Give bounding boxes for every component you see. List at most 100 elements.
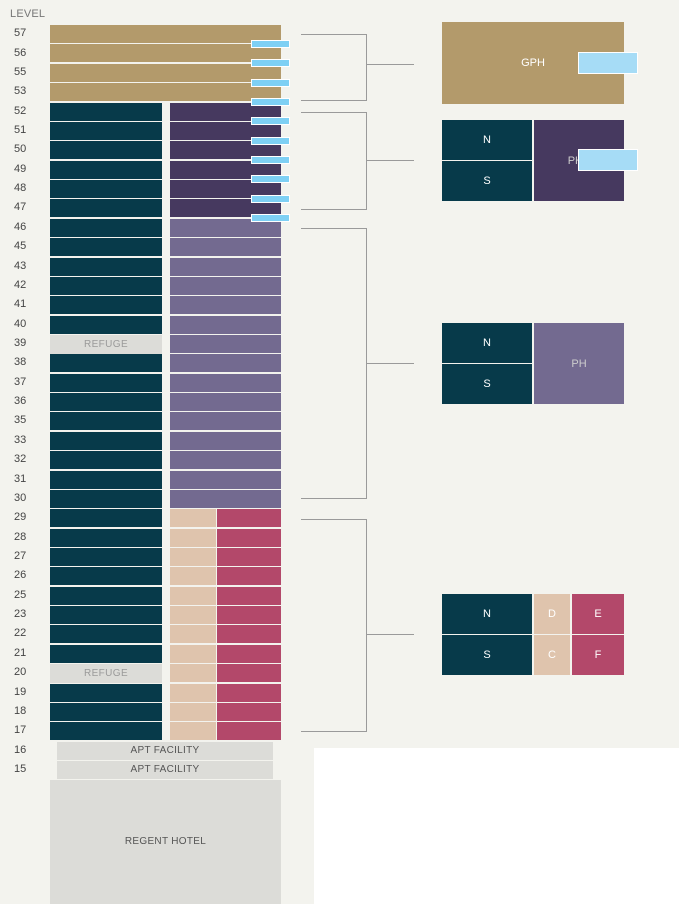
ph-plan: PH [534, 323, 624, 404]
dc-unit-27 [170, 548, 216, 566]
legend-gph: GPH [442, 22, 638, 104]
ns-unit-36 [50, 393, 162, 411]
php-unit-52 [170, 103, 281, 121]
ns-unit-49 [50, 161, 162, 179]
balcony-marker [251, 214, 290, 222]
legend-typical: N S D C E F [442, 594, 624, 675]
dc-unit-22 [170, 625, 216, 643]
ns-unit-19 [50, 684, 162, 702]
ns-unit-31 [50, 471, 162, 489]
level-column-title: LEVEL [10, 8, 46, 20]
ns-unit-23 [50, 606, 162, 624]
level-label: 29 [14, 511, 27, 523]
dc-unit-17 [170, 722, 216, 740]
level-label: 37 [14, 376, 27, 388]
level-label: 52 [14, 105, 27, 117]
level-label: 41 [14, 298, 27, 310]
level-label: 38 [14, 356, 27, 368]
ph-unit-42 [170, 277, 281, 295]
ef-unit-18 [217, 703, 281, 721]
level-label: 36 [14, 395, 27, 407]
legend-ph: N S PH [442, 323, 624, 404]
dc-unit-26 [170, 567, 216, 585]
balcony-marker [251, 117, 290, 125]
php-unit-48 [170, 180, 281, 198]
ns-unit-37 [50, 374, 162, 392]
ns-unit-17 [50, 722, 162, 740]
ns-unit-42 [50, 277, 162, 295]
ph-unit-30 [170, 490, 281, 508]
ef-unit-26 [217, 567, 281, 585]
ns-unit-29 [50, 509, 162, 527]
dc-unit-29 [170, 509, 216, 527]
ef-unit-17 [217, 722, 281, 740]
ph-unit-45 [170, 238, 281, 256]
balcony-marker [251, 195, 290, 203]
level-label: 50 [14, 143, 27, 155]
php-unit-51 [170, 122, 281, 140]
ns-unit-35 [50, 412, 162, 430]
ns-unit-51 [50, 122, 162, 140]
level-label: 19 [14, 686, 27, 698]
legend-php: N S PHP [442, 120, 638, 201]
ns-unit-50 [50, 141, 162, 159]
ns-unit-46 [50, 219, 162, 237]
level-label: 42 [14, 279, 27, 291]
level-label: 35 [14, 414, 27, 426]
balcony-marker [251, 137, 290, 145]
ef-unit-21 [217, 645, 281, 663]
level-label: 39 [14, 337, 27, 349]
php-unit-47 [170, 199, 281, 217]
level-label: 47 [14, 201, 27, 213]
ns-unit-28 [50, 529, 162, 547]
apt-facility-15: APT FACILITY [57, 761, 273, 779]
ns-unit-33 [50, 432, 162, 450]
level-label: 21 [14, 647, 27, 659]
dc-unit-21 [170, 645, 216, 663]
level-label: 40 [14, 318, 27, 330]
level-label: 32 [14, 453, 27, 465]
ef-unit-28 [217, 529, 281, 547]
ph-unit-38 [170, 354, 281, 372]
ns-unit-26 [50, 567, 162, 585]
php-north-unit: N [442, 120, 532, 160]
php-balcony-marker [578, 149, 638, 171]
ph-unit-41 [170, 296, 281, 314]
level-label: 15 [14, 763, 27, 775]
ph-unit-46 [170, 219, 281, 237]
typical-unit-d: D [534, 594, 570, 634]
ef-unit-29 [217, 509, 281, 527]
ns-unit-30 [50, 490, 162, 508]
regent-hotel-block: REGENT HOTEL [50, 780, 281, 904]
balcony-marker [251, 156, 290, 164]
ph-unit-43 [170, 258, 281, 276]
ef-unit-20 [217, 664, 281, 682]
level-label: 46 [14, 221, 27, 233]
ns-unit-43 [50, 258, 162, 276]
level-label: 30 [14, 492, 27, 504]
gph-floor-56 [50, 44, 281, 62]
ns-unit-22 [50, 625, 162, 643]
ns-unit-40 [50, 316, 162, 334]
typical-unit-c: C [534, 635, 570, 675]
ns-unit-41 [50, 296, 162, 314]
level-label: 25 [14, 589, 27, 601]
ef-unit-19 [217, 684, 281, 702]
ph-unit-31 [170, 471, 281, 489]
ns-unit-21 [50, 645, 162, 663]
gph-floor-53 [50, 83, 281, 101]
ph-unit-40 [170, 316, 281, 334]
ns-unit-32 [50, 451, 162, 469]
level-label: 20 [14, 666, 27, 678]
typical-north-unit: N [442, 594, 532, 634]
php-unit-50 [170, 141, 281, 159]
ph-unit-39 [170, 335, 281, 353]
balcony-marker [251, 79, 290, 87]
dc-unit-23 [170, 606, 216, 624]
ns-unit-47 [50, 199, 162, 217]
level-label: 45 [14, 240, 27, 252]
level-label: 43 [14, 260, 27, 272]
typical-unit-f: F [572, 635, 624, 675]
level-label: 22 [14, 627, 27, 639]
php-south-unit: S [442, 161, 532, 201]
